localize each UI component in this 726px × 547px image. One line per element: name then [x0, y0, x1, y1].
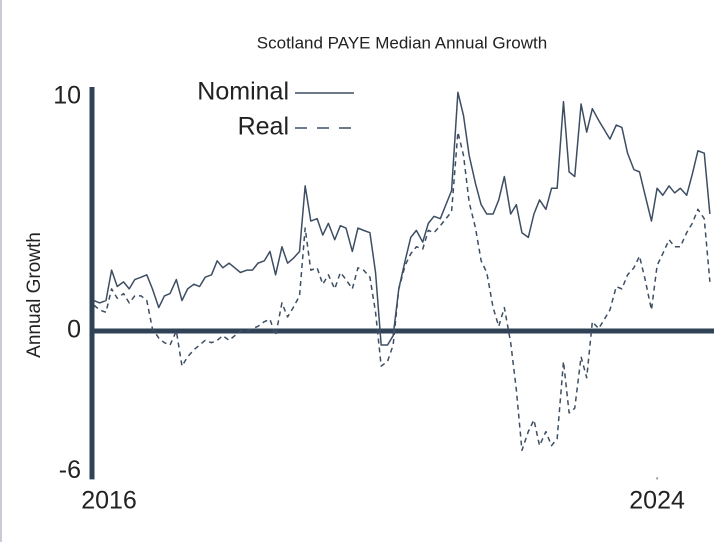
- legend-label: Real: [238, 113, 289, 141]
- x-tick-label: 2024: [629, 487, 685, 515]
- series-line: [93, 131, 711, 452]
- series-line: [93, 91, 711, 346]
- chart-title: Scotland PAYE Median Annual Growth: [257, 33, 547, 52]
- y-tick-label: 0: [67, 316, 81, 344]
- y-tick-label: 10: [53, 82, 81, 110]
- y-tick-label: -6: [59, 456, 81, 484]
- x-tick-label: 2016: [81, 487, 137, 515]
- y-axis-label: Annual Growth: [24, 232, 45, 358]
- legend-label: Nominal: [197, 78, 289, 106]
